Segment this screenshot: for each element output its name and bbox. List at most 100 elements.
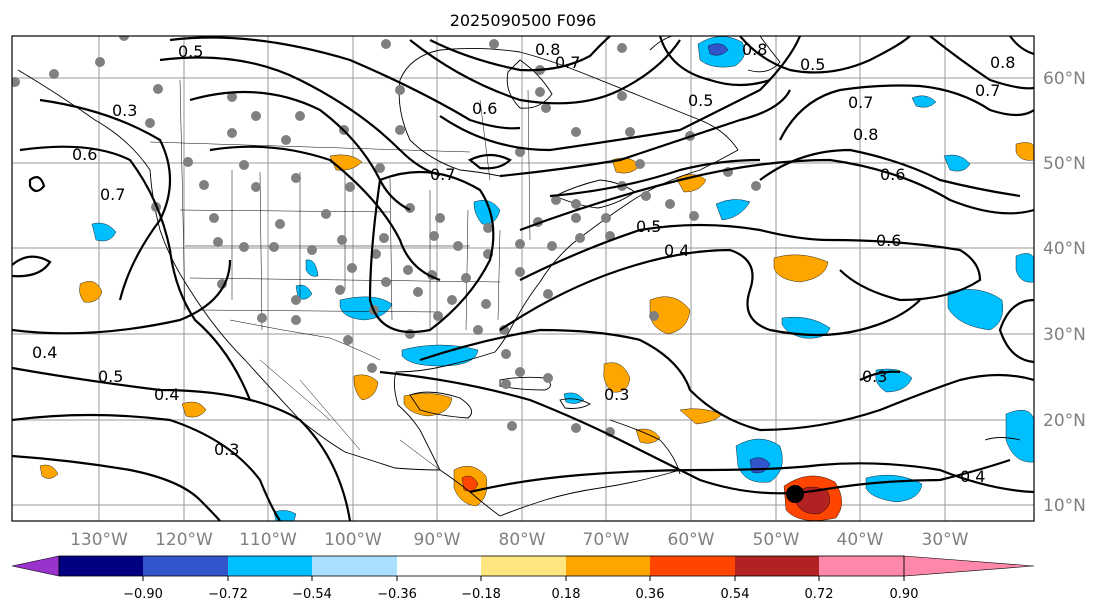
colorbar-segment bbox=[735, 556, 819, 576]
anomaly-blob bbox=[181, 401, 207, 418]
anomaly-blob bbox=[795, 486, 830, 515]
colorbar-tick-label: 0.90 bbox=[890, 587, 919, 602]
contour-label: 0.7 bbox=[100, 185, 125, 204]
contour-label: 0.8 bbox=[535, 40, 560, 59]
anomaly-blob bbox=[1005, 409, 1034, 463]
colorbar-segment bbox=[819, 556, 904, 576]
lat-label: 30°N bbox=[1043, 325, 1086, 345]
anomaly-blob bbox=[773, 254, 829, 283]
colorbar-tick-label: 0.72 bbox=[805, 587, 834, 602]
anomaly-blob bbox=[947, 289, 1003, 331]
anomaly-blob bbox=[403, 393, 453, 417]
colorbar-tick-label: 0.36 bbox=[636, 587, 665, 602]
contour-label: 0.4 bbox=[32, 343, 57, 362]
colorbar-tick-label: −0.54 bbox=[292, 587, 332, 602]
colorbar-ticks bbox=[142, 576, 905, 581]
map-frame bbox=[11, 35, 1035, 522]
colorbar-segment bbox=[312, 556, 397, 576]
lon-label: 70°W bbox=[583, 530, 630, 550]
colorbar-segment bbox=[650, 556, 735, 576]
contour-label: 0.7 bbox=[555, 53, 580, 72]
station-dots bbox=[12, 36, 761, 437]
contour-label: 0.3 bbox=[214, 440, 239, 459]
lon-label: 50°W bbox=[753, 530, 800, 550]
lat-label: 20°N bbox=[1043, 411, 1086, 431]
colorbar: −0.90 −0.72 −0.54 −0.36 −0.18 0.18 0.36 … bbox=[11, 555, 1035, 602]
contour-label: 0.3 bbox=[112, 101, 137, 120]
colorbar-arrow-right bbox=[903, 555, 1035, 577]
anomaly-blob bbox=[707, 43, 729, 56]
anomaly-blob bbox=[563, 392, 585, 404]
anomaly-blob bbox=[875, 368, 913, 393]
colorbar-segment bbox=[566, 556, 650, 576]
contour-label: 0.4 bbox=[154, 385, 179, 404]
colorbar-tick-label: −0.90 bbox=[123, 587, 163, 602]
colorbar-segment bbox=[59, 556, 143, 576]
anomaly-blob bbox=[715, 199, 751, 221]
colorbar-segment bbox=[228, 556, 312, 576]
anomaly-blob bbox=[305, 259, 319, 277]
anomaly-blob bbox=[353, 374, 379, 401]
lat-label: 60°N bbox=[1043, 69, 1086, 89]
contour-label: 0.8 bbox=[742, 40, 767, 59]
anomaly-blob bbox=[339, 296, 393, 321]
contour-label: 0.6 bbox=[880, 165, 905, 184]
contour-label: 0.3 bbox=[862, 367, 887, 386]
contour-label: 0.3 bbox=[604, 385, 629, 404]
contour-lines bbox=[12, 36, 1034, 521]
map-title: 2025090500 F096 bbox=[450, 11, 597, 30]
contour-label: 0.4 bbox=[664, 241, 689, 260]
contour-label: 0.4 bbox=[960, 467, 985, 486]
contour-label: 0.8 bbox=[990, 53, 1015, 72]
anomaly-blob bbox=[39, 464, 59, 479]
colorbar-tick-label: −0.36 bbox=[377, 587, 417, 602]
colorbar-segment bbox=[397, 556, 481, 576]
political-borders bbox=[149, 79, 531, 471]
contour-label: 0.5 bbox=[178, 42, 203, 61]
anomaly-blob bbox=[1015, 253, 1034, 283]
lon-label: 30°W bbox=[922, 530, 969, 550]
anomaly-blob bbox=[649, 296, 691, 335]
colorbar-segment bbox=[481, 556, 566, 576]
contour-label: 0.5 bbox=[800, 55, 825, 74]
contour-label: 0.7 bbox=[430, 165, 455, 184]
anomaly-blob bbox=[461, 475, 479, 492]
colorbar-arrow-left bbox=[11, 555, 60, 577]
contour-label: 0.7 bbox=[848, 93, 873, 112]
contour-label: 0.5 bbox=[636, 217, 661, 236]
lon-label: 60°W bbox=[668, 530, 715, 550]
colorbar-tick-label: 0.18 bbox=[552, 587, 581, 602]
anomaly-blob bbox=[91, 222, 117, 242]
contour-label: 0.7 bbox=[975, 81, 1000, 100]
lat-label: 40°N bbox=[1043, 239, 1086, 259]
storm-center-marker bbox=[786, 485, 804, 503]
anomaly-blob bbox=[911, 95, 937, 108]
lon-label: 80°W bbox=[499, 530, 546, 550]
anomaly-blob bbox=[603, 362, 631, 393]
shaded-anomalies bbox=[39, 36, 1034, 521]
lon-label: 110°W bbox=[239, 530, 297, 550]
map-panel bbox=[11, 35, 1035, 522]
lat-label: 50°N bbox=[1043, 154, 1086, 174]
anomaly-blob bbox=[79, 281, 103, 303]
lon-label: 100°W bbox=[324, 530, 382, 550]
anomaly-blob bbox=[635, 428, 661, 444]
contour-label: 0.8 bbox=[853, 125, 878, 144]
contour-label: 0.6 bbox=[472, 99, 497, 118]
contour-label-group: 0.5 0.8 0.7 0.8 0.5 0.8 0.7 0.5 0.6 0.7 … bbox=[32, 40, 1015, 486]
lon-label: 90°W bbox=[414, 530, 461, 550]
contour-label: 0.6 bbox=[72, 145, 97, 164]
colorbar-segment bbox=[143, 556, 228, 576]
colorbar-tick-label: −0.18 bbox=[461, 587, 501, 602]
colorbar-tick-label: 0.54 bbox=[721, 587, 750, 602]
longitude-labels: 130°W 120°W 110°W 100°W 90°W 80°W 70°W 6… bbox=[70, 530, 969, 550]
contour-label: 0.6 bbox=[876, 231, 901, 250]
contour-label: 0.5 bbox=[688, 91, 713, 110]
coastlines bbox=[17, 36, 1021, 517]
anomaly-blob bbox=[943, 154, 971, 172]
anomaly-blob bbox=[1015, 142, 1034, 161]
lat-label: 10°N bbox=[1043, 496, 1086, 516]
lon-label: 130°W bbox=[70, 530, 128, 550]
contour-label: 0.5 bbox=[98, 367, 123, 386]
